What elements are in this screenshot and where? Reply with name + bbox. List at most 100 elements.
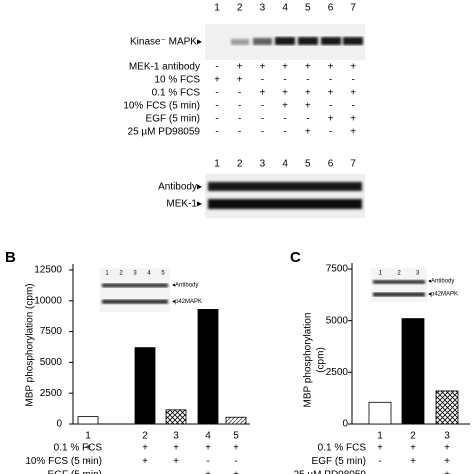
treatment-sign: - <box>306 75 309 86</box>
treatment-sign: + <box>328 62 334 73</box>
treatment-sign: + <box>328 114 334 125</box>
treatment-sign: - <box>378 456 381 467</box>
treatment-sign: + <box>328 88 334 99</box>
band-label: MEK-1▸ <box>166 199 202 210</box>
treatment-label: 0.1 % FCS <box>54 443 103 454</box>
treatment-sign: - <box>215 114 218 125</box>
treatment-sign: + <box>237 75 243 86</box>
treatment-sign: - <box>329 75 332 86</box>
treatment-sign: + <box>410 443 416 454</box>
treatment-sign: + <box>173 443 179 454</box>
y-tick-label: 2500 <box>40 388 63 399</box>
lane-number: 1 <box>377 431 383 442</box>
treatment-sign: + <box>205 443 211 454</box>
lane-number: 1 <box>85 431 91 442</box>
treatment-sign: + <box>282 88 288 99</box>
treatment-sign: - <box>261 101 264 112</box>
treatment-sign: + <box>305 101 311 112</box>
treatment-label: 10% FCS (5 min) <box>123 101 200 112</box>
bar <box>197 309 219 425</box>
treatment-label: EGF (5 min) <box>48 470 102 474</box>
treatment-sign: + <box>259 88 265 99</box>
treatment-sign: + <box>85 443 91 454</box>
bar <box>368 401 392 425</box>
inset-band <box>102 283 168 288</box>
treatment-sign: + <box>410 456 416 467</box>
inset-label: ◂Antibody <box>172 282 198 288</box>
treatment-sign: + <box>444 443 450 454</box>
treatment-sign: - <box>329 127 332 138</box>
treatment-sign: - <box>283 75 286 86</box>
treatment-label: EGF (5 min) <box>146 114 200 125</box>
inset-band <box>102 299 168 304</box>
y-tick-label: 7500 <box>326 264 349 275</box>
treatment-sign: - <box>306 114 309 125</box>
lane-number: 3 <box>444 431 450 442</box>
inset-lane-number: 4 <box>147 271 151 277</box>
lane-number: 6 <box>328 159 334 170</box>
inset-blot <box>100 268 170 312</box>
treatment-sign: - <box>283 127 286 138</box>
inset-lane-number: 2 <box>397 271 401 277</box>
lane-number: 1 <box>214 159 220 170</box>
treatment-sign: - <box>206 456 209 467</box>
treatment-sign: + <box>282 101 288 112</box>
inset-lane-number: 1 <box>105 271 109 277</box>
lane-number: 2 <box>237 3 243 14</box>
inset-band <box>373 279 425 284</box>
inset-lane-number: 5 <box>161 271 165 277</box>
treatment-sign: - <box>378 470 381 474</box>
y-axis-label: MBP phosphorylation <box>303 313 314 408</box>
treatment-sign: + <box>142 456 148 467</box>
treatment-sign: - <box>215 62 218 73</box>
y-tick-label: 5000 <box>326 315 349 326</box>
lane-number: 1 <box>214 3 220 14</box>
treatment-label: MEK-1 antibody <box>129 62 200 73</box>
band-label: Antibody▸ <box>158 182 202 193</box>
lane-number: 2 <box>410 431 416 442</box>
panel-label: C <box>290 249 301 266</box>
inset-lane-number: 1 <box>379 271 383 277</box>
treatment-sign: + <box>259 62 265 73</box>
treatment-sign: - <box>238 101 241 112</box>
inset-lane-number: 3 <box>416 271 420 277</box>
bar <box>435 390 459 425</box>
treatment-sign: + <box>377 443 383 454</box>
treatment-sign: + <box>214 75 220 86</box>
lane-number: 7 <box>350 3 356 14</box>
treatment-sign: - <box>329 101 332 112</box>
blot-bands <box>208 182 362 209</box>
y-tick-label: 12500 <box>34 265 62 276</box>
bar <box>401 318 425 425</box>
blot-bands <box>231 37 363 45</box>
treatment-sign: + <box>282 62 288 73</box>
treatment-label: 0.1 % FCS <box>318 443 367 454</box>
lane-number: 4 <box>282 159 288 170</box>
treatment-label: 25 µM PD98059 <box>294 470 367 474</box>
lane-number: 3 <box>260 3 266 14</box>
treatment-label: 10 % FCS <box>154 75 200 86</box>
panel-label: B <box>5 249 16 266</box>
y-tick-label: 2500 <box>326 367 349 378</box>
treatment-sign: + <box>233 443 239 454</box>
treatment-sign: + <box>444 456 450 467</box>
treatment-sign: + <box>350 62 356 73</box>
treatment-sign: - <box>411 470 414 474</box>
y-axis-label: (cpm) <box>316 347 327 373</box>
lane-number: 5 <box>233 431 239 442</box>
bar <box>225 416 247 425</box>
y-tick-label: 0 <box>342 419 348 430</box>
treatment-sign: - <box>352 101 355 112</box>
treatment-sign: + <box>142 443 148 454</box>
treatment-sign: - <box>234 456 237 467</box>
lane-number: 6 <box>328 3 334 14</box>
treatment-sign: - <box>174 470 177 474</box>
lane-number: 4 <box>205 431 211 442</box>
y-tick-label: 10000 <box>34 295 62 306</box>
inset-label: ◂Antibody <box>428 278 454 284</box>
treatment-sign: - <box>238 88 241 99</box>
inset-label: ◂p42MAPK <box>428 291 458 297</box>
treatment-sign: + <box>350 88 356 99</box>
treatment-sign: - <box>261 75 264 86</box>
bar <box>77 416 99 425</box>
